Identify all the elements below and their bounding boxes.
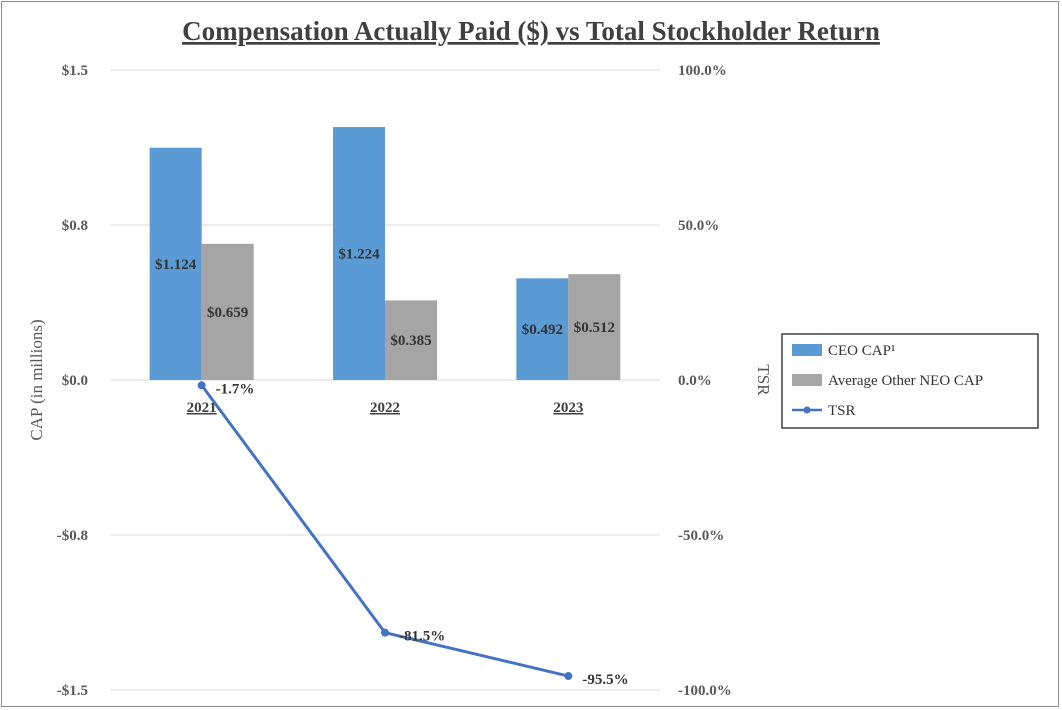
- bar-neo-cap: [385, 300, 437, 380]
- right-tick-label: -50.0%: [678, 528, 724, 544]
- legend: CEO CAP¹ Average Other NEO CAP TSR: [781, 333, 1039, 429]
- bar-data-label: $0.512: [574, 320, 615, 336]
- legend-marker-tsr: [803, 406, 811, 414]
- tsr-point: [564, 672, 573, 681]
- tsr-data-label: -95.5%: [582, 672, 628, 688]
- bar-neo-cap: [201, 243, 254, 380]
- legend-label-ceo-cap: CEO CAP¹: [828, 343, 895, 359]
- right-tick-label: 50.0%: [678, 218, 719, 234]
- legend-label-tsr: TSR: [828, 403, 856, 419]
- tsr-line-series: [197, 381, 573, 681]
- bar-data-label: $1.224: [338, 247, 380, 263]
- bar-ceo-cap: [516, 278, 569, 380]
- bar-data-label: $1.124: [155, 257, 197, 273]
- bar-neo-cap: [568, 274, 621, 380]
- legend-label-neo-cap: Average Other NEO CAP: [828, 373, 983, 389]
- left-axis-ticks: $1.5 $0.8 $0.0 -$0.8 -$1.5: [57, 63, 88, 699]
- tsr-data-label: -81.5%: [399, 629, 445, 645]
- left-tick-label: -$1.5: [57, 683, 88, 699]
- left-tick-label: $1.5: [62, 63, 88, 79]
- category-label: 2022: [370, 400, 400, 416]
- left-tick-label: $0.8: [62, 218, 88, 234]
- legend-box: [781, 333, 1039, 429]
- right-axis-label: TSR: [754, 364, 773, 396]
- data-labels: $1.124 $1.224 $0.492 $0.659 $0.385 $0.512 -1.7…: [155, 247, 629, 689]
- tsr-point: [197, 381, 206, 390]
- right-tick-label: -100.0%: [678, 683, 732, 699]
- right-axis-ticks: 100.0% 50.0% 0.0% -50.0% -100.0%: [678, 63, 732, 699]
- legend-swatch-ceo-cap: [792, 344, 822, 356]
- bar-ceo-cap: [149, 147, 202, 380]
- bar-data-label: $0.385: [390, 333, 431, 349]
- bar-ceo-cap: [333, 127, 385, 380]
- bar-data-label: $0.659: [207, 305, 248, 321]
- tsr-data-label: -1.7%: [216, 381, 255, 397]
- category-axis: 2021 2022 2023: [187, 400, 584, 416]
- bars: [149, 127, 621, 380]
- right-tick-label: 0.0%: [678, 373, 712, 389]
- bar-data-label: $0.492: [522, 322, 563, 338]
- tsr-point: [381, 628, 389, 637]
- right-tick-label: 100.0%: [678, 63, 727, 79]
- left-axis-label: CAP (in millions): [27, 319, 46, 440]
- left-tick-label: -$0.8: [57, 528, 88, 544]
- left-tick-label: $0.0: [62, 373, 88, 389]
- category-label: 2023: [553, 400, 583, 416]
- category-label: 2021: [187, 400, 217, 416]
- legend-swatch-neo-cap: [792, 374, 822, 386]
- chart-title: Compensation Actually Paid ($) vs Total …: [182, 16, 880, 46]
